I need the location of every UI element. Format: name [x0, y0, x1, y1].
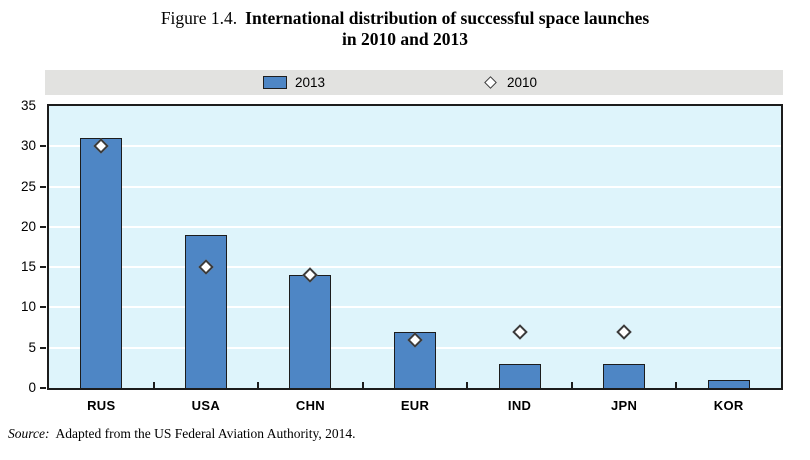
x-axis-tick [570, 382, 573, 388]
x-axis-label-EUR: EUR [400, 398, 430, 413]
x-axis-label-JPN: JPN [611, 398, 638, 413]
gridline-10 [49, 306, 781, 309]
y-tick-label-0: 0 [28, 380, 36, 395]
x-axis-tick [675, 382, 678, 388]
chart-title: Figure 1.4. International distribution of… [0, 8, 810, 50]
chart-title-line1: International distribution of successful… [245, 8, 650, 28]
chart-title-line2: in 2010 and 2013 [342, 29, 468, 49]
plot-inner [49, 106, 781, 388]
y-tick-label-10: 10 [20, 299, 36, 315]
bar-RUS [80, 138, 123, 388]
bar-CHN [289, 275, 332, 388]
y-tick-label-30: 30 [20, 138, 36, 154]
bar-KOR [707, 379, 750, 388]
y-tick-label-25: 25 [20, 178, 36, 194]
x-axis-tick [361, 382, 364, 388]
x-axis-tick [257, 382, 260, 388]
y-tick-mark [40, 266, 46, 269]
x-axis-tick [152, 382, 155, 388]
gridline-25 [49, 185, 781, 188]
y-tick-label-15: 15 [20, 259, 36, 275]
bar-JPN [603, 363, 646, 388]
y-tick-label-5: 5 [28, 339, 36, 355]
legend-item-2010: 2010 [482, 70, 537, 95]
source-text: Adapted from the US Federal Aviation Aut… [55, 426, 356, 441]
x-axis-label-KOR: KOR [713, 398, 744, 413]
bar-USA [184, 234, 227, 388]
gridline-15 [49, 266, 781, 269]
diamond-marker-JPN [616, 323, 632, 340]
source-note: Source: Adapted from the US Federal Aviat… [8, 426, 355, 442]
gridline-20 [49, 225, 781, 228]
y-tick-label-35: 35 [20, 98, 36, 113]
plot-area [47, 104, 783, 390]
legend-label-2013: 2013 [295, 75, 326, 90]
y-tick-mark [40, 387, 46, 389]
x-axis-label-IND: IND [507, 398, 532, 413]
legend-item-2013: 2013 [263, 70, 325, 95]
x-axis-label-RUS: RUS [87, 398, 116, 413]
bar-IND [498, 363, 541, 388]
x-axis-tick [466, 382, 469, 388]
bar-swatch-icon [263, 76, 287, 89]
x-axis-label-USA: USA [191, 398, 221, 413]
legend-label-2010: 2010 [507, 75, 538, 90]
y-tick-mark [40, 306, 46, 309]
y-tick-label-20: 20 [20, 218, 36, 234]
source-label: Source: [8, 426, 50, 441]
gridline-30 [49, 145, 781, 148]
y-tick-mark [40, 225, 46, 228]
diamond-marker-icon [484, 76, 497, 89]
legend: 2013 2010 [45, 70, 783, 95]
y-tick-mark [40, 185, 46, 188]
figure-number: Figure 1.4. [160, 8, 238, 28]
y-tick-mark [40, 145, 46, 148]
diamond-marker-IND [511, 323, 528, 340]
x-axis-label-CHN: CHN [295, 398, 325, 413]
y-tick-mark [40, 346, 46, 349]
